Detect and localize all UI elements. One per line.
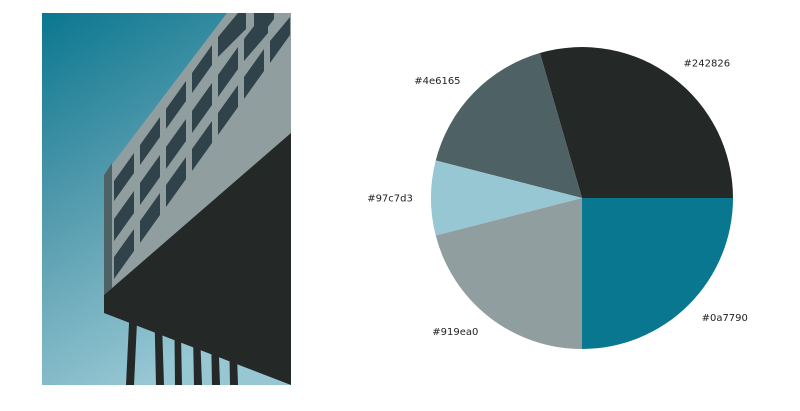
pie-slice-0 [539, 46, 733, 198]
pie-chart-svg: #242826 #4e6165 #97c7d3 #919ea0 #0a7790 [367, 46, 748, 349]
pie-slice-label-3: #919ea0 [432, 327, 478, 338]
pie-chart: #242826 #4e6165 #97c7d3 #919ea0 #0a7790 [330, 0, 800, 407]
pie-slice-label-2: #97c7d3 [367, 194, 413, 205]
pie-slice-1 [435, 52, 582, 199]
pie-slice-label-4: #0a7790 [702, 313, 748, 324]
building-underside [104, 133, 291, 385]
pie-slice-2 [431, 160, 582, 236]
building-photo-drawing [42, 13, 291, 385]
building-stilts [126, 267, 238, 385]
pie-slice-label-0: #242826 [684, 58, 731, 69]
pie-slice-4 [582, 198, 733, 349]
pie-slice-3 [435, 198, 582, 349]
building-photo [42, 13, 291, 385]
building-facade-shadow [104, 163, 112, 295]
pie-slice-label-1: #4e6165 [414, 76, 460, 87]
building-windows [114, 13, 290, 279]
